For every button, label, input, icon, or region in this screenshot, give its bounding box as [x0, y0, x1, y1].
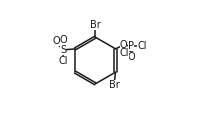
Text: Cl: Cl: [119, 48, 129, 58]
Text: Br: Br: [90, 20, 100, 30]
Text: O: O: [59, 34, 67, 45]
Text: Cl: Cl: [137, 41, 146, 51]
Text: O: O: [119, 40, 127, 50]
Text: Br: Br: [108, 80, 119, 90]
Text: O: O: [127, 52, 134, 62]
Text: S: S: [60, 45, 66, 55]
Text: P: P: [128, 41, 133, 51]
Text: O: O: [52, 36, 60, 46]
Text: Cl: Cl: [58, 56, 67, 66]
